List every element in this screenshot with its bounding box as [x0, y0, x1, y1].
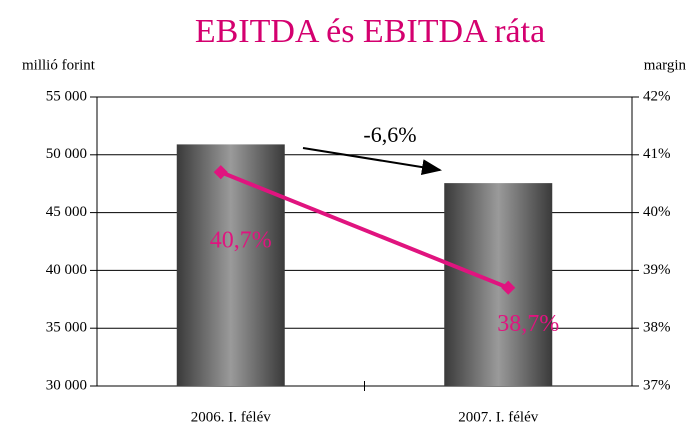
y2-tick-label: 37% [643, 377, 671, 393]
line [220, 170, 509, 290]
line-marker [501, 280, 516, 295]
y2-tick-label: 39% [643, 262, 671, 278]
bar [176, 144, 285, 386]
change-arrow [302, 147, 442, 176]
y-tick-label: 55 000 [46, 88, 87, 104]
data-label: 38,7% [497, 311, 559, 337]
x-tick-label: 2006. I. félév [191, 409, 271, 425]
y2-tick-label: 38% [643, 320, 671, 336]
y-tick-label: 35 000 [46, 320, 87, 336]
chart-title: EBITDA és EBITDA ráta [195, 13, 545, 50]
y2-tick-label: 42% [643, 88, 671, 104]
y-tick-label: 40 000 [46, 262, 87, 278]
y-tick-label: 50 000 [46, 146, 87, 162]
y-tick-label: 30 000 [46, 377, 87, 393]
y-axis-label: millió forint [22, 57, 96, 73]
data-label: 40,7% [210, 228, 272, 254]
annotation: -6,6% [363, 122, 416, 147]
y2-axis-label: margin [644, 57, 687, 73]
y2-tick-label: 41% [643, 146, 671, 162]
y-tick-label: 45 000 [46, 204, 87, 220]
y2-tick-label: 40% [643, 204, 671, 220]
line-marker [213, 165, 228, 180]
x-tick-label: 2007. I. félév [458, 409, 538, 425]
